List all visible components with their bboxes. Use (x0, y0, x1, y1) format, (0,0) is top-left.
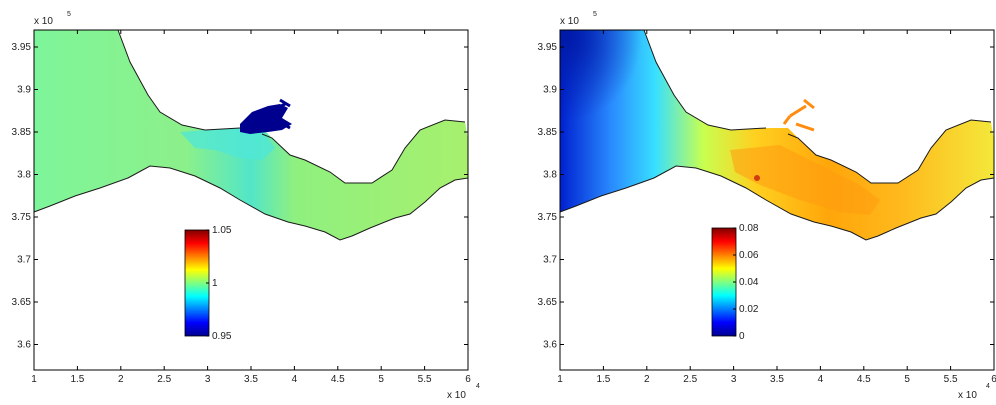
right-y-tick-label: 3.8 (543, 170, 557, 181)
left-colorbar-label: 1 (212, 278, 218, 289)
right-x-exponent: 4 (986, 383, 990, 390)
left-y-tick-label: 3.95 (12, 42, 32, 53)
left-x-ticks: 1 1.5 2 2.5 3 3.5 4 4.5 5 5.5 6 (31, 30, 471, 385)
right-x-ticks: 1 1.5 2 2.5 3 3.5 4 4.5 5 5.5 6 (557, 30, 996, 385)
left-x-tick-label: 3 (205, 374, 211, 385)
right-x-tick-label: 1 (557, 374, 563, 385)
left-x-tick-label: 5 (378, 374, 384, 385)
left-y-tick-label: 3.9 (17, 85, 31, 96)
left-colorbar-label: 0.95 (212, 331, 232, 342)
right-hotspot (754, 175, 760, 181)
left-x-tick-label: 1.5 (70, 374, 84, 385)
right-x-tick-label: 2.5 (683, 374, 697, 385)
left-x-tick-label: 3.5 (244, 374, 258, 385)
right-colorbar (711, 227, 737, 337)
left-y-tick-label: 3.6 (17, 340, 31, 351)
right-offshore-deep (560, 30, 686, 170)
right-x-tick-label: 6 (991, 374, 996, 385)
right-colorbar-ticks: 0 0.02 0.04 0.06 0.08 (733, 223, 759, 342)
right-x-tick-label: 3 (731, 374, 737, 385)
left-harbour-arm (269, 98, 291, 130)
right-x-tick-label: 2 (644, 374, 650, 385)
left-panel: x 10 5 x 10 4 1 1.5 2 2.5 3 3.5 4 4.5 5 5.5 6 3.63… (12, 11, 480, 401)
left-y-ticks: 3.6 3.65 3.7 3.75 3.8 3.85 3.9 3.95 (12, 42, 468, 351)
right-estuary-orange (730, 145, 880, 215)
right-colorbar-label: 0.02 (739, 304, 759, 315)
left-y-tick-label: 3.75 (12, 212, 32, 223)
left-x-tick-label: 5.5 (418, 374, 432, 385)
left-y-tick-label: 3.8 (17, 170, 31, 181)
left-y-multiplier: x 10 (34, 16, 53, 27)
left-y-exponent: 5 (67, 11, 71, 18)
right-x-tick-label: 3.5 (770, 374, 784, 385)
right-x-tick-label: 5.5 (944, 374, 958, 385)
right-y-tick-label: 3.85 (538, 127, 558, 138)
right-y-exponent: 5 (593, 11, 597, 18)
right-water-domain (560, 30, 994, 240)
right-x-tick-label: 1.5 (596, 374, 610, 385)
right-y-tick-label: 3.7 (543, 255, 557, 266)
right-colorbar-label: 0.06 (739, 250, 759, 261)
right-coastline (559, 29, 995, 241)
left-coastline (33, 29, 469, 241)
left-x-exponent: 4 (476, 383, 480, 390)
left-colorbar-label: 1.05 (212, 225, 232, 236)
left-y-tick-label: 3.85 (12, 127, 32, 138)
left-x-tick-label: 2.5 (157, 374, 171, 385)
left-y-tick-label: 3.65 (12, 297, 32, 308)
right-y-tick-label: 3.9 (543, 85, 557, 96)
right-y-tick-label: 3.6 (543, 340, 557, 351)
left-x-tick-label: 2 (118, 374, 124, 385)
left-x-tick-label: 6 (465, 374, 471, 385)
right-harbour-arm (782, 98, 815, 132)
right-x-tick-label: 5 (904, 374, 910, 385)
right-colorbar-label: 0 (739, 331, 745, 342)
left-y-tick-label: 3.7 (17, 255, 31, 266)
left-colorbar (184, 229, 210, 337)
right-colorbar-label: 0.04 (739, 277, 759, 288)
left-channel-cyan (180, 128, 275, 160)
left-x-multiplier: x 10 (447, 390, 466, 400)
left-x-tick-label: 4 (292, 374, 298, 385)
left-harbour-basin (240, 104, 292, 134)
right-y-multiplier: x 10 (560, 16, 579, 27)
right-x-multiplier: x 10 (958, 390, 977, 400)
right-x-tick-label: 4 (818, 374, 824, 385)
left-colorbar-ticks: 0.95 1 1.05 (206, 225, 232, 342)
right-panel: x 10 5 x 10 4 1 1.5 2 2.5 3 3.5 4 4.5 5 5.5 6 3.63… (538, 11, 996, 401)
right-y-tick-label: 3.65 (538, 297, 558, 308)
left-x-tick-label: 4.5 (331, 374, 345, 385)
right-y-tick-label: 3.95 (538, 42, 558, 53)
left-x-tick-label: 1 (31, 374, 37, 385)
right-y-tick-label: 3.75 (538, 212, 558, 223)
right-y-ticks: 3.6 3.65 3.7 3.75 3.8 3.85 3.9 3.95 (538, 42, 994, 351)
right-colorbar-label: 0.08 (739, 223, 759, 234)
right-x-tick-label: 4.5 (857, 374, 871, 385)
